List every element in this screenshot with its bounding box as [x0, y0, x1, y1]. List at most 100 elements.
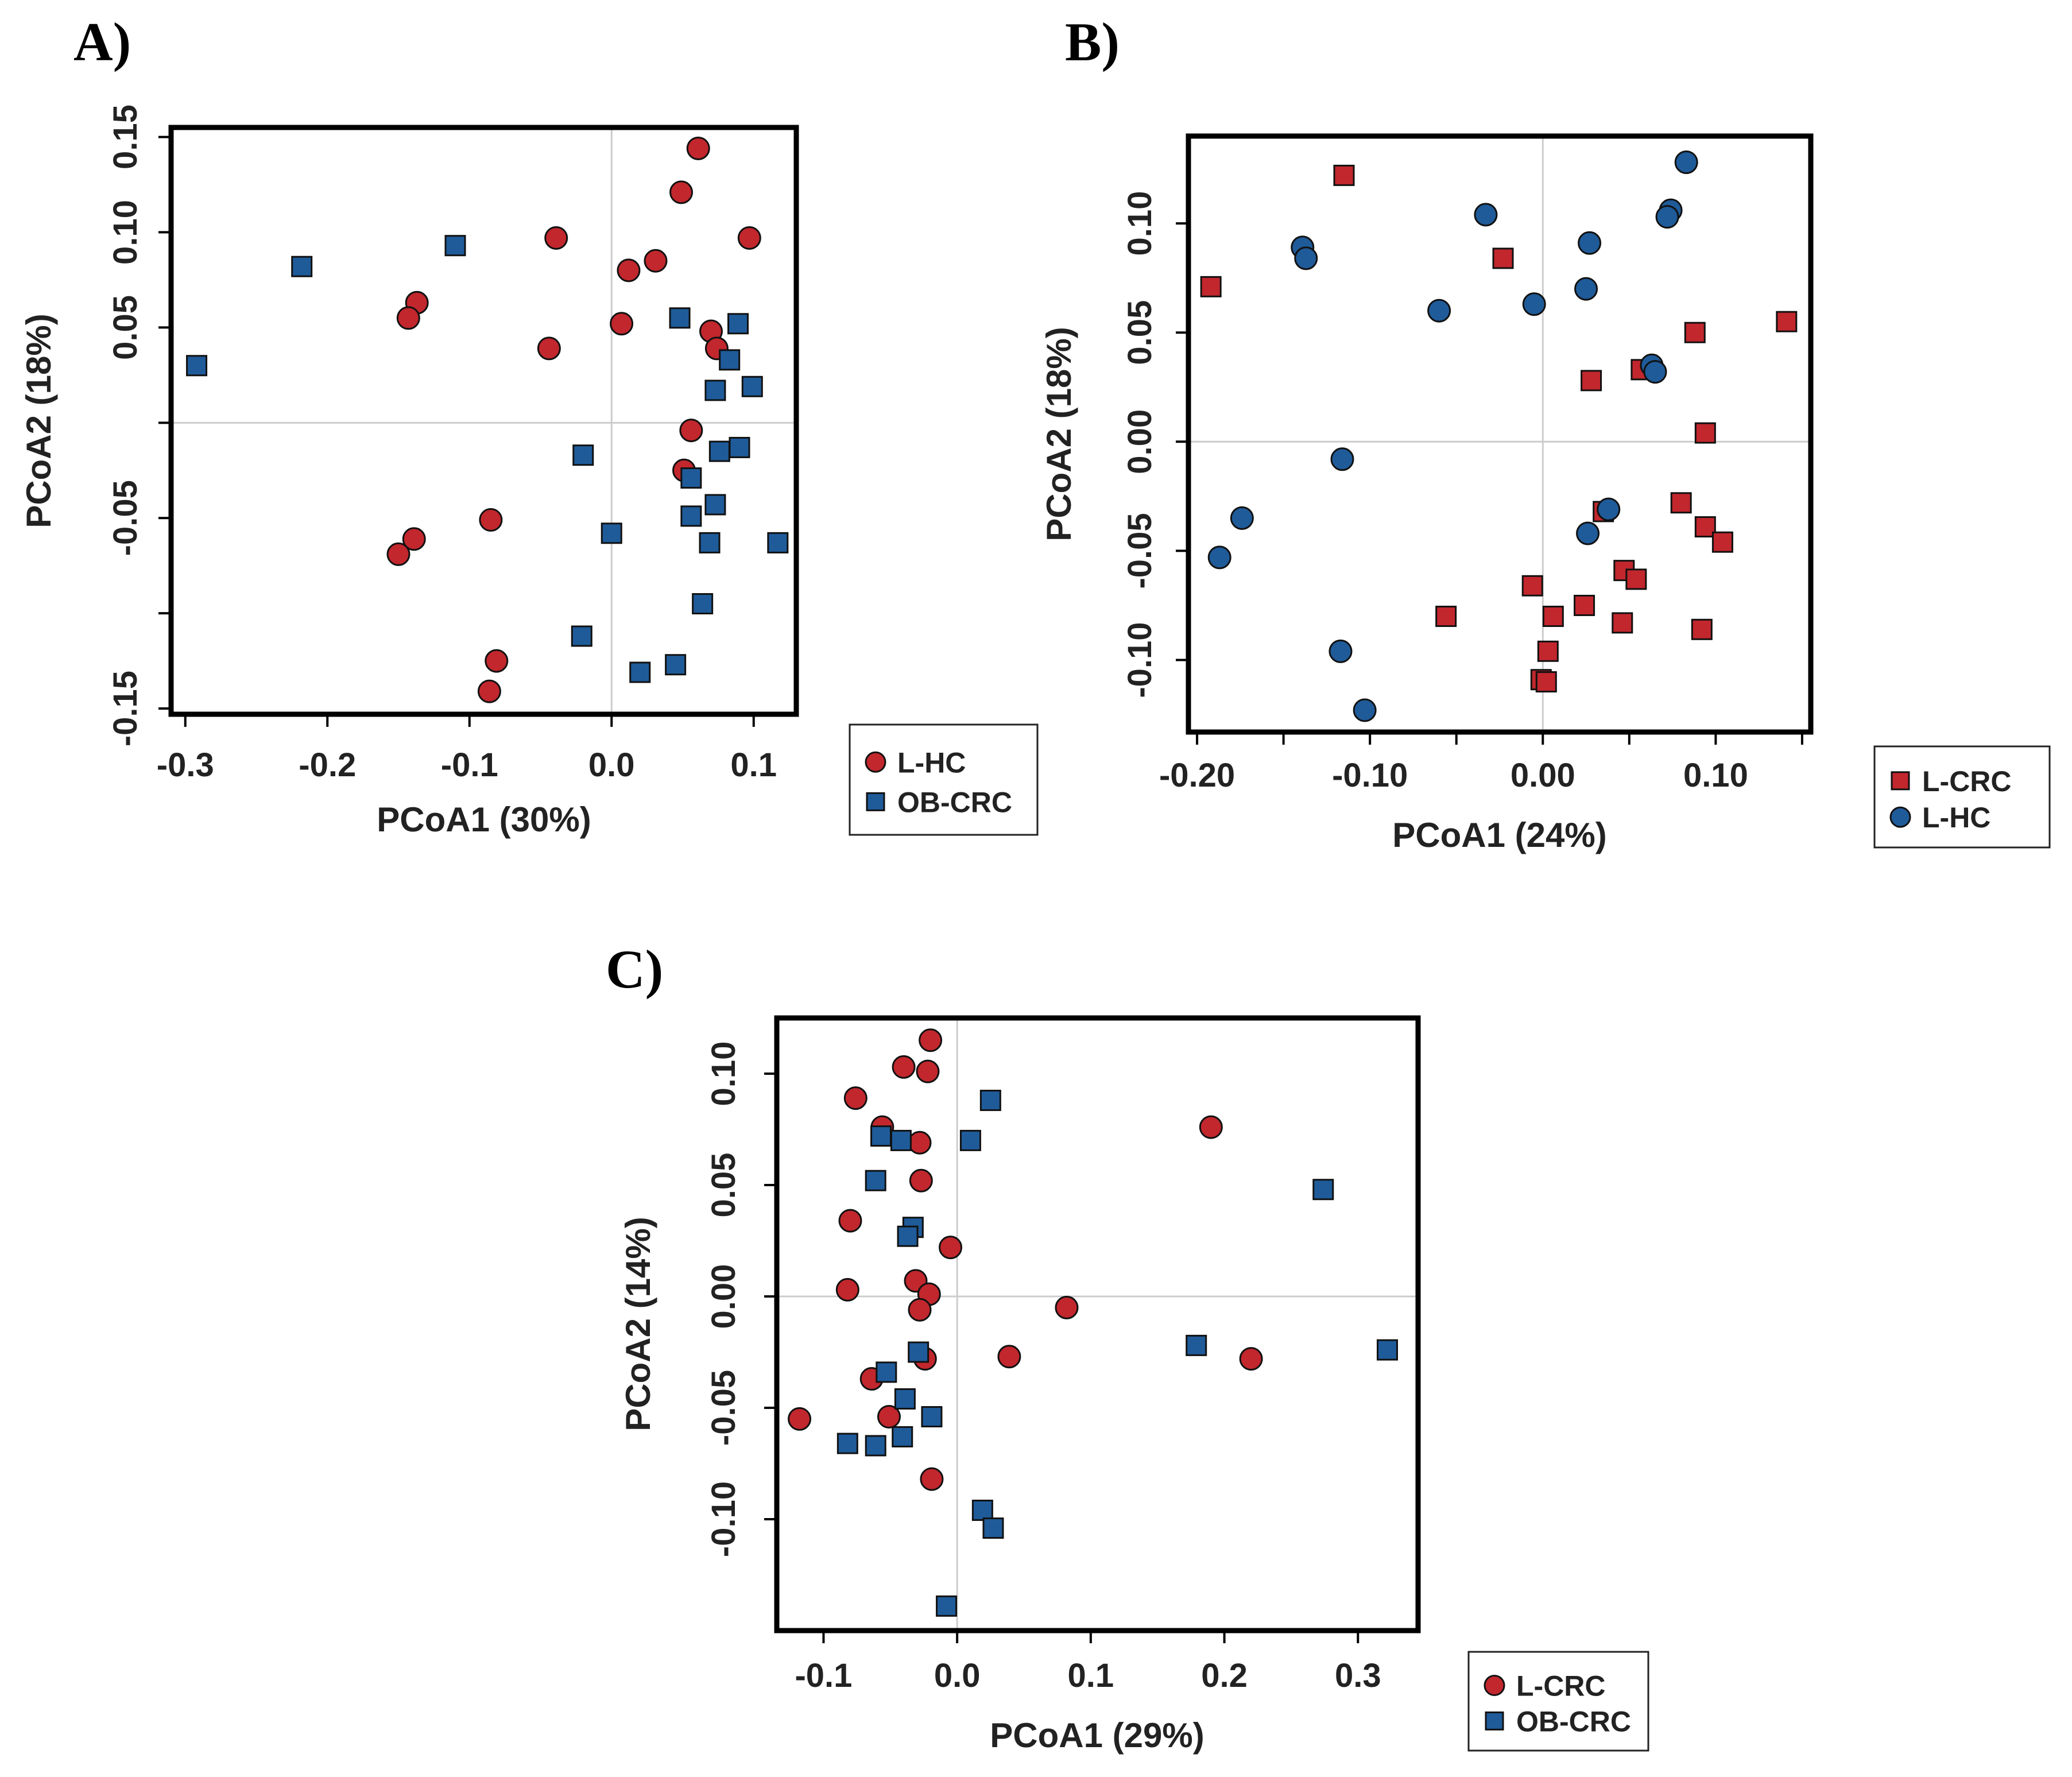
legend-label: OB-CRC — [897, 786, 1012, 818]
legend-box — [1873, 745, 2051, 849]
legend-b: L-CRC L-HC — [1873, 745, 2051, 849]
point-l-crc — [1694, 422, 1716, 444]
y-axis-title: PCoA2 (18%) — [20, 313, 58, 528]
point-l-crc — [835, 1277, 859, 1302]
y-tick-label: 0.10 — [107, 200, 144, 265]
x-tick-label: -0.3 — [157, 746, 214, 784]
point-l-crc — [920, 1467, 944, 1491]
point-ob-crc — [1312, 1179, 1334, 1201]
point-l-hc — [477, 679, 501, 703]
y-tick-label: -0.10 — [1121, 622, 1159, 698]
point-l-crc — [892, 1055, 916, 1079]
y-axis-title: PCoA2 (14%) — [619, 1217, 657, 1431]
point-ob-crc — [601, 522, 622, 544]
point-l-crc — [1535, 671, 1557, 693]
panel-label-a: A) — [73, 11, 131, 72]
point-ob-crc — [629, 661, 651, 683]
point-ob-crc — [741, 375, 763, 397]
point-l-crc — [1694, 516, 1716, 538]
x-tick-label: -0.1 — [441, 746, 498, 784]
x-tick-label: 0.1 — [1068, 1657, 1114, 1694]
legend-box — [1467, 1651, 1649, 1752]
y-tick-label: 0.10 — [705, 1042, 742, 1106]
y-tick-label: 0.05 — [705, 1153, 742, 1218]
x-tick-label: 0.0 — [934, 1657, 981, 1694]
y-tick-label: -0.05 — [1121, 513, 1159, 589]
point-l-hc — [610, 312, 634, 336]
point-ob-crc — [665, 654, 687, 676]
plot-frame — [1186, 133, 1814, 735]
x-axis-title: PCoA1 (30%) — [377, 800, 591, 839]
point-l-crc — [843, 1086, 867, 1110]
legend-marker-square — [866, 792, 885, 811]
point-ob-crc — [186, 355, 208, 377]
legend-marker-circle — [1484, 1674, 1505, 1696]
point-l-crc — [1711, 531, 1733, 553]
point-l-crc — [1581, 370, 1602, 392]
x-tick-label: 0.3 — [1335, 1657, 1381, 1694]
point-l-crc — [1542, 605, 1564, 627]
legend-label: L-CRC — [1922, 765, 2012, 797]
point-ob-crc — [572, 444, 594, 466]
point-l-hc — [1207, 545, 1231, 570]
point-l-crc — [1612, 612, 1633, 634]
point-ob-crc — [704, 494, 726, 516]
x-tick-label: -0.20 — [1159, 757, 1235, 794]
point-ob-crc — [890, 1129, 912, 1151]
point-ob-crc — [680, 505, 702, 527]
point-l-hc — [1643, 360, 1667, 384]
y-tick-label: -0.15 — [107, 671, 144, 746]
point-ob-crc — [865, 1170, 886, 1191]
x-tick-label: -0.1 — [795, 1657, 852, 1694]
point-ob-crc — [729, 436, 750, 458]
point-ob-crc — [1376, 1339, 1398, 1361]
point-l-crc — [908, 1298, 932, 1322]
point-l-hc — [1230, 506, 1254, 530]
point-l-crc — [877, 1405, 901, 1429]
y-tick-label: 0.15 — [107, 104, 144, 169]
point-l-crc — [1055, 1295, 1079, 1319]
point-l-hc — [1522, 292, 1546, 316]
point-l-hc — [1353, 698, 1377, 722]
point-l-hc — [617, 258, 641, 282]
point-ob-crc — [836, 1433, 858, 1454]
point-ob-crc — [571, 625, 592, 647]
point-l-hc — [1294, 246, 1318, 270]
point-l-hc — [1578, 231, 1602, 255]
point-l-crc — [1239, 1347, 1263, 1371]
point-ob-crc — [1186, 1334, 1207, 1356]
legend-marker-square — [1891, 771, 1910, 791]
x-tick-label: -0.10 — [1332, 757, 1408, 794]
point-l-hc — [1597, 497, 1621, 521]
point-ob-crc — [894, 1388, 916, 1410]
point-l-crc — [1199, 1115, 1223, 1139]
point-ob-crc — [291, 255, 313, 277]
y-tick-label: 0.00 — [705, 1264, 742, 1329]
point-l-crc — [1574, 594, 1595, 616]
point-l-hc — [679, 419, 703, 443]
x-tick-label: -0.2 — [299, 746, 356, 784]
point-l-hc — [1655, 205, 1679, 229]
panel-label-c: C) — [606, 939, 663, 1000]
point-l-hc — [386, 542, 410, 566]
point-l-crc — [909, 1168, 933, 1193]
point-l-hc — [1427, 299, 1451, 323]
x-axis-title: PCoA1 (29%) — [990, 1716, 1204, 1755]
point-ob-crc — [680, 467, 702, 489]
point-l-hc — [1474, 203, 1498, 227]
y-axis-title: PCoA2 (18%) — [1040, 327, 1078, 541]
point-l-crc — [1200, 276, 1222, 297]
point-l-crc — [919, 1028, 943, 1052]
x-tick-label: 0.1 — [730, 746, 777, 784]
point-l-hc — [737, 226, 761, 250]
point-l-crc — [788, 1407, 812, 1431]
legend-label: L-CRC — [1516, 1670, 1606, 1702]
point-l-crc — [838, 1209, 862, 1233]
point-l-hc — [1576, 521, 1600, 545]
point-l-crc — [1691, 618, 1713, 640]
point-ob-crc — [979, 1090, 1001, 1112]
legend-label: OB-CRC — [1516, 1705, 1631, 1737]
y-tick-label: -0.05 — [705, 1370, 742, 1446]
point-l-crc — [1776, 311, 1798, 332]
